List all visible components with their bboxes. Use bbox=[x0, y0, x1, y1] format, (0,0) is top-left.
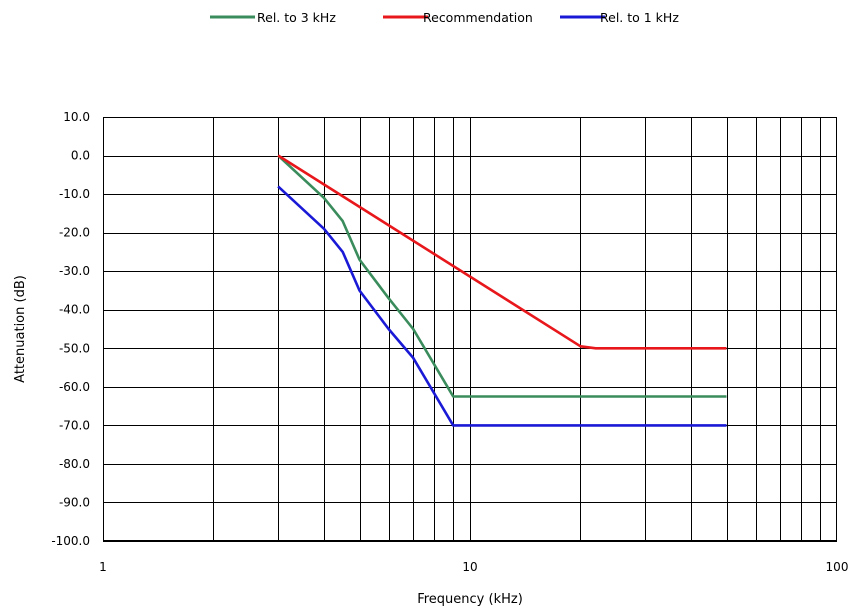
y-tick-label: -30.0 bbox=[59, 264, 90, 278]
legend: Rel. to 3 kHz Recommendation Rel. to 1 kHz bbox=[210, 10, 679, 25]
grid bbox=[103, 117, 837, 542]
legend-label: Rel. to 1 kHz bbox=[600, 10, 679, 25]
series-line bbox=[277, 154, 727, 350]
y-tick-label: -70.0 bbox=[59, 418, 90, 432]
y-tick-label: -10.0 bbox=[59, 187, 90, 201]
x-tick-label: 100 bbox=[826, 560, 849, 574]
y-tick-label: -60.0 bbox=[59, 380, 90, 394]
y-tick-label: -50.0 bbox=[59, 341, 90, 355]
series-line bbox=[277, 185, 727, 427]
y-tick-label: -90.0 bbox=[59, 495, 90, 509]
series-line bbox=[277, 154, 727, 398]
series-lines bbox=[277, 154, 727, 427]
y-tick-label: -40.0 bbox=[59, 303, 90, 317]
x-tick-label: 1 bbox=[99, 560, 107, 574]
plot-border bbox=[103, 117, 837, 541]
y-tick-label: 0.0 bbox=[71, 149, 90, 163]
x-axis-title: Frequency (kHz) bbox=[417, 592, 523, 607]
y-axis-title: Attenuation (dB) bbox=[13, 275, 28, 383]
y-tick-label: 10.0 bbox=[63, 110, 90, 124]
legend-label: Recommendation bbox=[423, 10, 533, 25]
y-tick-label: -20.0 bbox=[59, 226, 90, 240]
y-tick-label: -80.0 bbox=[59, 457, 90, 471]
tick-labels: 10.0 0.0 -10.0 -20.0 -30.0 -40.0 -50.0 -60.0 -70… bbox=[51, 110, 848, 574]
legend-label: Rel. to 3 kHz bbox=[257, 10, 336, 25]
x-tick-label: 10 bbox=[462, 560, 477, 574]
y-tick-label: -100.0 bbox=[51, 534, 90, 548]
